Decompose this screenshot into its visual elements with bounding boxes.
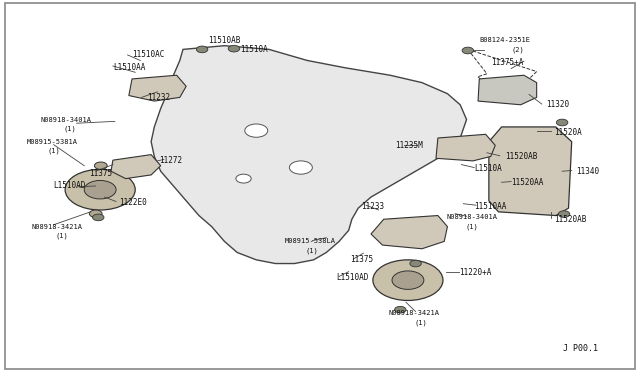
Circle shape <box>245 124 268 137</box>
Text: 11235M: 11235M <box>395 141 423 150</box>
Polygon shape <box>371 215 447 249</box>
Text: M08915-5381A: M08915-5381A <box>27 139 78 145</box>
Text: 11520A: 11520A <box>554 128 582 137</box>
Circle shape <box>90 210 102 217</box>
Text: N08918-3421A: N08918-3421A <box>32 224 83 230</box>
Text: 11510A: 11510A <box>241 45 268 54</box>
Circle shape <box>228 45 240 52</box>
Circle shape <box>236 174 251 183</box>
Text: (1): (1) <box>47 148 60 154</box>
Circle shape <box>558 211 570 217</box>
Text: M08915-538LA: M08915-538LA <box>285 238 336 244</box>
Text: 11510AB: 11510AB <box>209 36 241 45</box>
Text: 11320: 11320 <box>546 100 570 109</box>
Text: 11272: 11272 <box>159 155 182 165</box>
Text: L1510AA: L1510AA <box>113 63 145 72</box>
Text: 11520AB: 11520AB <box>554 215 587 224</box>
Text: (2): (2) <box>511 46 524 52</box>
Circle shape <box>556 119 568 126</box>
Text: N08918-3401A: N08918-3401A <box>41 116 92 122</box>
Text: 11510AC: 11510AC <box>132 51 164 60</box>
Circle shape <box>462 47 474 54</box>
Text: L1510A: L1510A <box>474 164 502 173</box>
Polygon shape <box>436 134 495 161</box>
Text: 11232: 11232 <box>147 93 170 102</box>
Circle shape <box>394 307 406 313</box>
Text: 11375: 11375 <box>90 169 113 177</box>
Text: 11340: 11340 <box>576 167 599 176</box>
Circle shape <box>289 161 312 174</box>
Polygon shape <box>489 127 572 215</box>
Text: 11375: 11375 <box>351 255 374 264</box>
Circle shape <box>410 260 421 267</box>
Circle shape <box>373 260 443 301</box>
Text: 11220+A: 11220+A <box>459 268 492 277</box>
Text: N08918-3401A: N08918-3401A <box>446 214 497 220</box>
Text: N08918-3421A: N08918-3421A <box>389 310 440 316</box>
Circle shape <box>93 214 104 221</box>
Circle shape <box>392 271 424 289</box>
Text: B08124-2351E: B08124-2351E <box>479 37 531 43</box>
Text: 11510AA: 11510AA <box>474 202 507 211</box>
Text: 11375+A: 11375+A <box>491 58 523 67</box>
Text: L1510AD: L1510AD <box>336 273 368 282</box>
Text: L1510AD: L1510AD <box>54 182 86 190</box>
Circle shape <box>84 180 116 199</box>
Text: 11233: 11233 <box>362 202 385 211</box>
Text: 1122E0: 1122E0 <box>119 198 147 207</box>
Polygon shape <box>151 46 467 263</box>
Text: (1): (1) <box>465 223 478 230</box>
Polygon shape <box>111 155 161 179</box>
Text: (1): (1) <box>414 320 427 326</box>
Text: 11520AB: 11520AB <box>505 152 537 161</box>
Text: J P00.1: J P00.1 <box>563 344 598 353</box>
Circle shape <box>95 162 107 169</box>
Circle shape <box>196 46 208 53</box>
Polygon shape <box>478 75 537 105</box>
Text: (1): (1) <box>306 247 319 254</box>
Polygon shape <box>129 75 186 101</box>
Circle shape <box>65 169 135 210</box>
Text: 11520AA: 11520AA <box>511 178 543 187</box>
Text: (1): (1) <box>56 232 68 239</box>
Text: (1): (1) <box>64 125 77 132</box>
